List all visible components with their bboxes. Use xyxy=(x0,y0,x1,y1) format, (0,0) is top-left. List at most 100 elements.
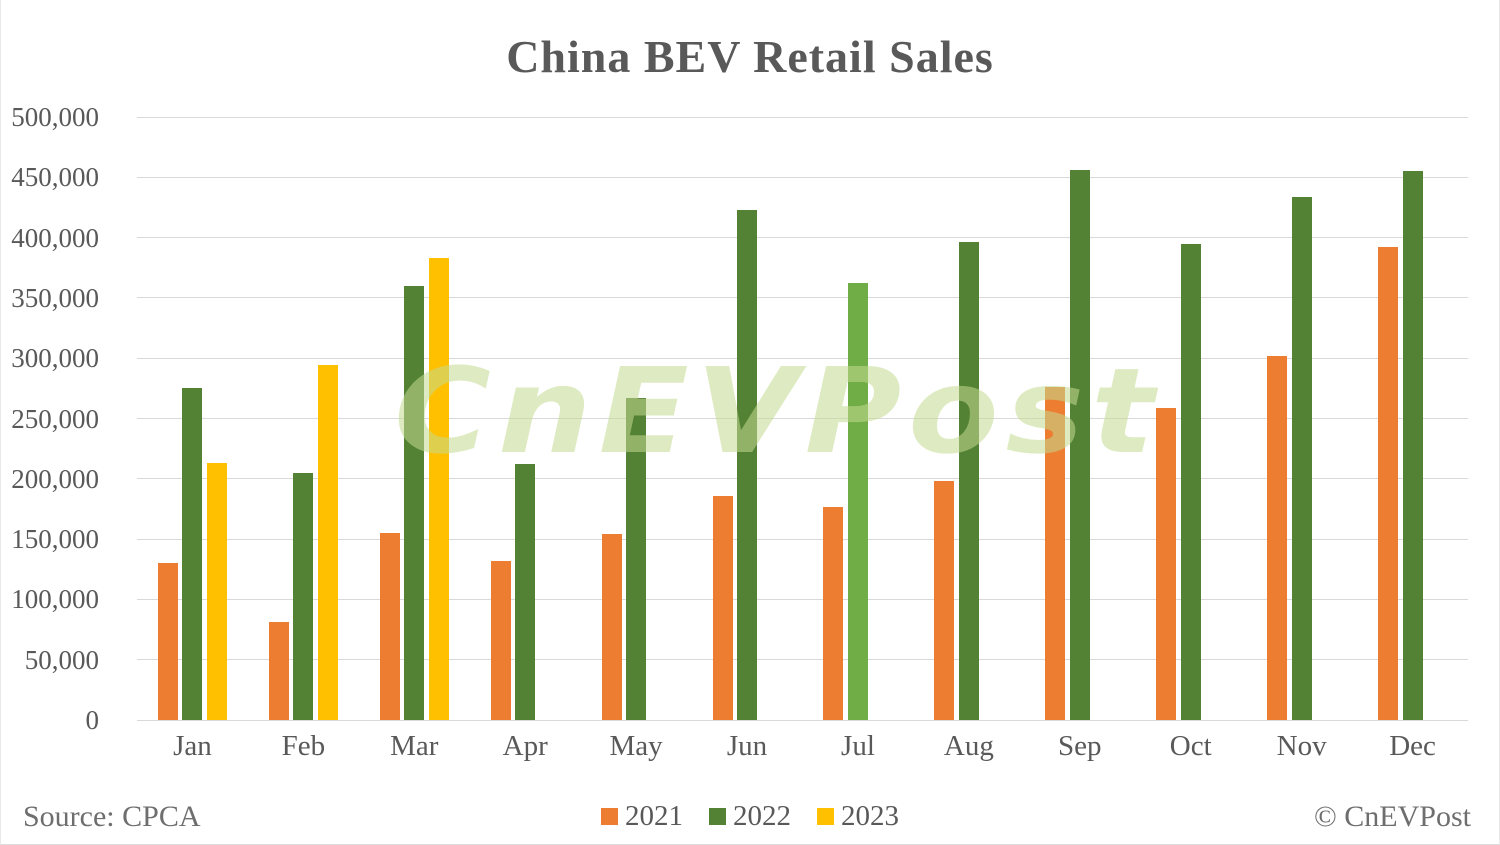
bar-2021-sep xyxy=(1045,387,1066,720)
y-tick-label: 450,000 xyxy=(11,162,99,193)
bar-slot xyxy=(712,117,734,720)
month-group-apr xyxy=(470,117,581,720)
bar-slot xyxy=(1266,117,1288,720)
gridline-350000 xyxy=(137,297,1468,299)
bar-slot xyxy=(206,117,228,720)
bar-slot xyxy=(1426,117,1448,720)
bar-slot xyxy=(601,117,623,720)
y-tick-label: 50,000 xyxy=(24,644,99,675)
bar-slot xyxy=(625,117,647,720)
bar-slot xyxy=(650,117,672,720)
bar-2021-apr xyxy=(490,560,511,720)
legend-swatch-2021 xyxy=(601,808,618,825)
bar-slot xyxy=(1093,117,1115,720)
plot-area xyxy=(137,116,1468,721)
bar-2021-may xyxy=(601,534,622,720)
bar-2023-jan xyxy=(206,463,227,720)
bar-slot xyxy=(1377,117,1399,720)
y-tick-label: 350,000 xyxy=(11,282,99,313)
month-group-sep xyxy=(1024,117,1135,720)
bar-2021-feb xyxy=(268,622,289,720)
bar-slot xyxy=(181,117,203,720)
bar-2022-jan xyxy=(182,388,203,720)
legend-swatch-2022 xyxy=(709,808,726,825)
gridline-400000 xyxy=(137,237,1468,239)
bar-cluster xyxy=(268,117,339,720)
bar-slot xyxy=(958,117,980,720)
bar-slot xyxy=(982,117,1004,720)
chart-title: China BEV Retail Sales xyxy=(506,31,994,82)
month-group-dec xyxy=(1357,117,1468,720)
bar-cluster xyxy=(1266,117,1337,720)
bar-slot xyxy=(1402,117,1424,720)
month-group-mar xyxy=(359,117,470,720)
bar-2022-feb xyxy=(293,472,314,720)
bar-2021-mar xyxy=(379,533,400,720)
legend-swatch-2023 xyxy=(817,808,834,825)
bar-slot xyxy=(379,117,401,720)
y-tick-label: 0 xyxy=(85,705,100,735)
bar-slot xyxy=(539,117,561,720)
month-group-jan xyxy=(137,117,248,720)
y-tick-label: 150,000 xyxy=(11,524,99,555)
bar-2021-jul xyxy=(823,506,844,720)
bar-cluster xyxy=(379,117,450,720)
bar-2021-jun xyxy=(712,495,733,720)
bar-2021-aug xyxy=(934,481,955,720)
bar-2022-jul xyxy=(847,283,868,720)
bar-cluster xyxy=(822,117,893,720)
gridline-150000 xyxy=(137,538,1468,540)
x-tick-label-jan: Jan xyxy=(173,730,212,762)
gridline-200000 xyxy=(137,478,1468,480)
bar-slot xyxy=(514,117,536,720)
bar-slot xyxy=(1044,117,1066,720)
x-tick-label-jul: Jul xyxy=(841,730,875,762)
bar-2022-oct xyxy=(1180,243,1201,720)
bar-2022-mar xyxy=(404,285,425,720)
bar-slot xyxy=(1204,117,1226,720)
gridline-450000 xyxy=(137,176,1468,178)
bar-cluster xyxy=(157,117,228,720)
bar-slot xyxy=(428,117,450,720)
bar-2022-nov xyxy=(1291,196,1312,720)
legend-item-2021: 2021 xyxy=(601,802,683,831)
bar-2023-mar xyxy=(428,258,449,720)
x-tick-label-feb: Feb xyxy=(281,730,326,762)
bar-2022-sep xyxy=(1069,170,1090,720)
bar-2021-nov xyxy=(1267,355,1288,720)
bar-slot xyxy=(1155,117,1177,720)
bar-slot xyxy=(1069,117,1091,720)
y-tick-label: 200,000 xyxy=(11,463,99,494)
bar-slot xyxy=(822,117,844,720)
legend-item-2023: 2023 xyxy=(817,802,899,831)
bar-cluster xyxy=(1044,117,1115,720)
gridline-50000 xyxy=(137,659,1468,661)
bar-2022-may xyxy=(626,398,647,720)
bar-slot xyxy=(933,117,955,720)
x-tick-label-sep: Sep xyxy=(1058,730,1102,762)
gridline-100000 xyxy=(137,598,1468,600)
bar-slot xyxy=(403,117,425,720)
bar-cluster xyxy=(1155,117,1226,720)
bar-2022-jun xyxy=(737,209,758,720)
copyright-label: © CnEVPost xyxy=(1314,800,1471,833)
y-tick-label: 400,000 xyxy=(11,222,99,253)
bar-cluster xyxy=(490,117,561,720)
bar-slot xyxy=(268,117,290,720)
x-tick-label-apr: Apr xyxy=(502,730,548,762)
x-tick-label-jun: Jun xyxy=(726,730,768,762)
month-group-oct xyxy=(1135,117,1246,720)
x-tick-label-may: May xyxy=(609,730,663,762)
bar-cluster xyxy=(712,117,783,720)
y-tick-label: 100,000 xyxy=(11,584,99,615)
month-group-jun xyxy=(692,117,803,720)
month-group-jul xyxy=(803,117,914,720)
bar-slot xyxy=(847,117,869,720)
bar-slot xyxy=(1315,117,1337,720)
gridline-300000 xyxy=(137,357,1468,359)
bar-slot xyxy=(871,117,893,720)
bar-slot xyxy=(490,117,512,720)
y-tick-label: 250,000 xyxy=(11,403,99,434)
bar-2023-feb xyxy=(317,365,338,720)
x-tick-label-mar: Mar xyxy=(390,730,439,762)
